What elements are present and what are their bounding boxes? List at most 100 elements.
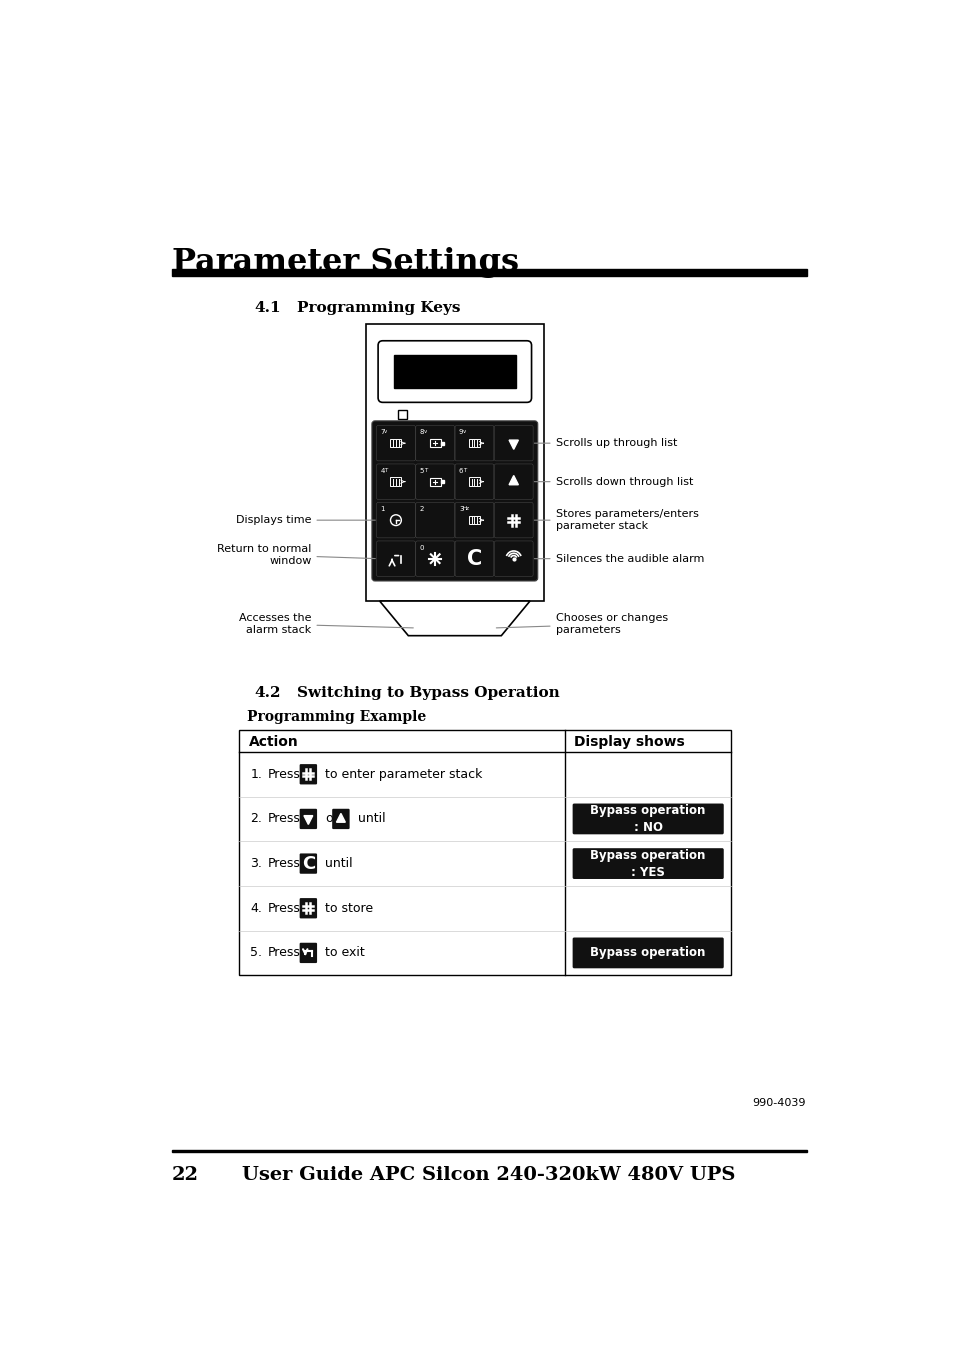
FancyBboxPatch shape	[494, 463, 533, 500]
Text: 9: 9	[458, 430, 463, 435]
Text: Press: Press	[268, 857, 300, 870]
Bar	[390, 477, 401, 486]
Text: to store: to store	[325, 901, 374, 915]
Text: Parameter Settings: Parameter Settings	[172, 247, 518, 278]
Text: Bypass operation
: YES: Bypass operation : YES	[590, 848, 705, 878]
Polygon shape	[336, 813, 345, 823]
Text: T: T	[423, 467, 426, 473]
FancyBboxPatch shape	[299, 809, 316, 830]
Text: Silences the audible alarm: Silences the audible alarm	[534, 554, 703, 563]
Text: Chooses or changes
parameters: Chooses or changes parameters	[496, 613, 667, 635]
Text: Display shows: Display shows	[574, 735, 684, 748]
Text: Bypass operation
: NO: Bypass operation : NO	[590, 804, 705, 834]
FancyBboxPatch shape	[572, 848, 723, 880]
FancyBboxPatch shape	[494, 503, 533, 538]
FancyBboxPatch shape	[299, 898, 316, 919]
Bar	[469, 477, 479, 486]
Text: v: v	[423, 430, 426, 434]
Text: 22: 22	[172, 1166, 199, 1185]
Bar	[429, 477, 440, 486]
Bar	[429, 439, 440, 447]
Text: 3.: 3.	[250, 857, 262, 870]
FancyBboxPatch shape	[299, 765, 316, 785]
Bar	[394, 354, 516, 389]
Text: 5: 5	[419, 467, 424, 474]
Polygon shape	[509, 476, 517, 485]
Bar	[365, 324, 543, 601]
FancyBboxPatch shape	[416, 503, 454, 538]
Text: Press: Press	[268, 767, 300, 781]
Text: Scrolls down through list: Scrolls down through list	[534, 477, 692, 486]
Text: Programming Example: Programming Example	[247, 711, 426, 724]
Text: 4.1: 4.1	[254, 301, 281, 315]
Text: 6: 6	[458, 467, 463, 474]
Text: Bypass operation: Bypass operation	[590, 947, 705, 959]
Bar	[440, 481, 443, 484]
Text: T: T	[462, 467, 466, 473]
Text: Return to normal
window: Return to normal window	[217, 544, 375, 566]
FancyBboxPatch shape	[416, 426, 454, 461]
Polygon shape	[379, 601, 530, 636]
Text: Displays time: Displays time	[235, 515, 375, 526]
Bar	[469, 516, 479, 524]
Text: 4: 4	[380, 467, 384, 474]
Text: 4.: 4.	[250, 901, 262, 915]
Text: 7: 7	[380, 430, 384, 435]
Text: Accesses the
alarm stack: Accesses the alarm stack	[238, 613, 413, 635]
FancyBboxPatch shape	[299, 943, 316, 963]
Text: Press: Press	[268, 947, 300, 959]
Bar	[172, 269, 806, 276]
FancyBboxPatch shape	[494, 426, 533, 461]
Text: 5.: 5.	[250, 947, 262, 959]
Text: User Guide APC Silcon 240-320kW 480V UPS: User Guide APC Silcon 240-320kW 480V UPS	[242, 1166, 735, 1185]
Text: 1: 1	[380, 507, 384, 512]
Text: Press: Press	[268, 901, 300, 915]
Text: Stores parameters/enters
parameter stack: Stores parameters/enters parameter stack	[534, 509, 698, 531]
Text: Programming Keys: Programming Keys	[297, 301, 460, 315]
Text: 1.: 1.	[250, 767, 262, 781]
Text: T: T	[384, 467, 387, 473]
Bar	[397, 411, 406, 419]
Text: 2.: 2.	[250, 812, 262, 825]
FancyBboxPatch shape	[332, 809, 349, 830]
Bar	[390, 439, 401, 447]
Text: 0: 0	[419, 544, 424, 551]
FancyBboxPatch shape	[455, 463, 494, 500]
Text: 8: 8	[419, 430, 424, 435]
Text: until: until	[357, 812, 385, 825]
Text: Switching to Bypass Operation: Switching to Bypass Operation	[297, 686, 559, 700]
FancyBboxPatch shape	[572, 938, 723, 969]
Bar	[469, 439, 479, 447]
FancyBboxPatch shape	[372, 422, 537, 581]
Polygon shape	[509, 440, 517, 450]
FancyBboxPatch shape	[376, 503, 415, 538]
Polygon shape	[304, 816, 313, 824]
FancyBboxPatch shape	[572, 804, 723, 835]
Text: C: C	[301, 855, 314, 873]
Text: Press: Press	[268, 812, 300, 825]
Bar	[440, 442, 443, 444]
Text: to enter parameter stack: to enter parameter stack	[325, 767, 482, 781]
FancyBboxPatch shape	[494, 540, 533, 577]
Text: 4.2: 4.2	[254, 686, 281, 700]
Text: 2: 2	[419, 507, 424, 512]
Text: to exit: to exit	[325, 947, 365, 959]
FancyBboxPatch shape	[299, 854, 316, 874]
FancyBboxPatch shape	[416, 463, 454, 500]
FancyBboxPatch shape	[416, 540, 454, 577]
Text: v: v	[462, 430, 466, 434]
Text: C: C	[466, 549, 481, 569]
Text: 990-4039: 990-4039	[752, 1097, 805, 1108]
Bar	[239, 731, 731, 975]
Text: until: until	[325, 857, 353, 870]
FancyBboxPatch shape	[455, 540, 494, 577]
Text: Action: Action	[249, 735, 298, 748]
Text: 3: 3	[458, 507, 463, 512]
FancyBboxPatch shape	[455, 426, 494, 461]
FancyBboxPatch shape	[376, 426, 415, 461]
FancyBboxPatch shape	[377, 340, 531, 403]
Text: v: v	[384, 430, 387, 434]
FancyBboxPatch shape	[455, 503, 494, 538]
Bar	[172, 1150, 806, 1152]
Text: Scrolls up through list: Scrolls up through list	[534, 438, 677, 449]
